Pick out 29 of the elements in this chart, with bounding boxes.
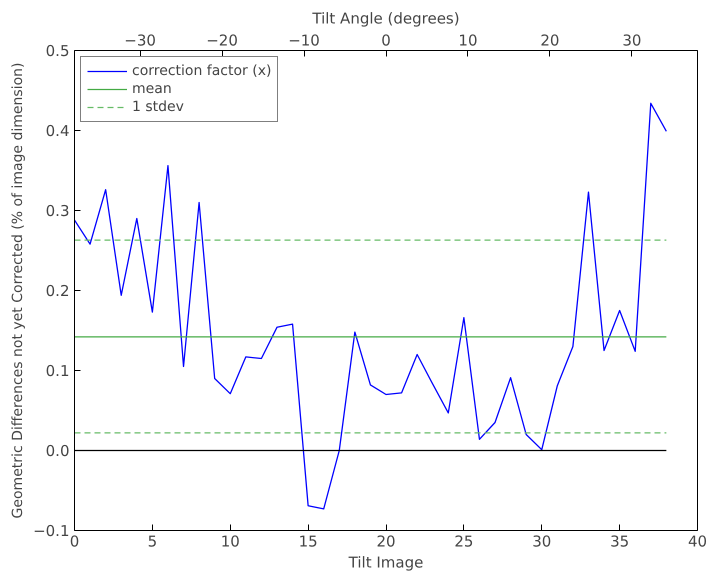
x2-tick-label: 20 (540, 32, 560, 50)
x-tick-label: 10 (220, 532, 240, 550)
legend-label: correction factor (x) (132, 63, 272, 79)
x2-tick-label: −10 (288, 32, 320, 50)
legend-label: mean (132, 81, 172, 97)
y-tick-label: −0.1 (33, 522, 70, 540)
x-tick-label: 25 (454, 532, 474, 550)
x2-tick-label: 10 (458, 32, 478, 50)
y-tick-label: 0.3 (46, 202, 70, 220)
y-tick-label: 0.5 (46, 42, 70, 60)
y-tick-label: 0.4 (46, 122, 70, 140)
x-tick-label: 5 (148, 532, 158, 550)
x-tick-label: 35 (610, 532, 630, 550)
x2-axis-title: Tilt Angle (degrees) (311, 10, 460, 28)
x-tick-label: 40 (688, 532, 708, 550)
x2-tick-label: −20 (206, 32, 238, 50)
y-tick-label: 0.1 (46, 362, 70, 380)
x2-tick-label: 0 (381, 32, 391, 50)
y-tick-label: 0.2 (46, 282, 70, 300)
y-tick-label: 0.0 (46, 442, 70, 460)
x2-tick-label: 30 (622, 32, 642, 50)
legend-label: 1 stdev (132, 99, 184, 115)
x-axis-title: Tilt Image (348, 554, 424, 572)
x-tick-label: 0 (70, 532, 80, 550)
x2-tick-label: −30 (124, 32, 156, 50)
x-tick-label: 15 (298, 532, 318, 550)
x-tick-label: 30 (532, 532, 552, 550)
y-axis-title: Geometric Differences not yet Corrected (% of image dimension) (10, 62, 26, 518)
x-tick-label: 20 (376, 532, 396, 550)
